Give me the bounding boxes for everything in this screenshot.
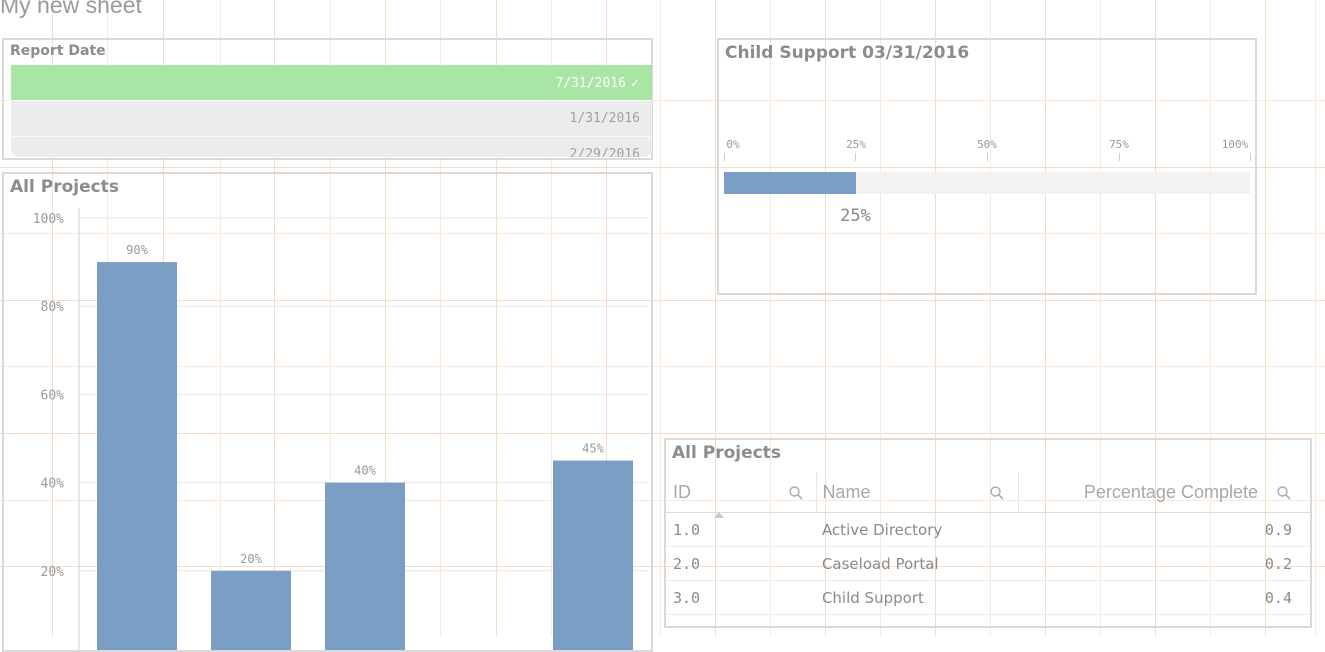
bar-data-label: 20%: [240, 552, 262, 566]
cell-id: 3.0: [666, 580, 817, 615]
kpi-tick-label: 100%: [1221, 138, 1249, 151]
column-header-percentage[interactable]: Percentage Complete: [1017, 472, 1310, 513]
report-date-filter-pane: Report Date 7/31/2016 ✓ 1/31/2016 2/29/20…: [2, 38, 653, 160]
search-icon[interactable]: [989, 485, 1005, 501]
sort-ascending-icon[interactable]: [714, 512, 724, 518]
cell-percentage: 0.4: [1018, 580, 1310, 615]
filter-option-label: 7/31/2016: [555, 76, 626, 91]
kpi-gauge-track: [724, 172, 1250, 194]
bar-data-label: 40%: [354, 464, 376, 478]
column-header-name[interactable]: Name: [816, 472, 1019, 513]
search-icon[interactable]: [1276, 485, 1292, 501]
chart-title: All Projects: [10, 177, 119, 197]
table-row[interactable]: 2.0 Caseload Portal 0.2: [666, 546, 1310, 581]
cell-id: 2.0: [666, 546, 817, 581]
column-header-label: ID: [673, 481, 691, 502]
check-icon: ✓: [629, 76, 640, 90]
filter-list[interactable]: 7/31/2016 ✓ 1/31/2016 2/29/2016: [11, 65, 652, 157]
kpi-axis: 0% 25% 50% 75% 100%: [719, 138, 1255, 168]
cell-name: Active Directory: [816, 512, 1019, 547]
filter-option-selected[interactable]: 7/31/2016 ✓: [11, 65, 652, 101]
kpi-tick-label: 0%: [726, 138, 740, 151]
cell-percentage: 0.9: [1018, 512, 1310, 547]
filter-option-label: 1/31/2016: [569, 111, 640, 126]
table-header-row: ID Name Percentage Complete: [666, 472, 1310, 518]
cell-id: 1.0: [666, 512, 817, 547]
bar[interactable]: [325, 482, 405, 650]
y-tick-label: 60%: [41, 388, 65, 403]
projects-table-panel: All Projects ID Name Percentage Complete: [664, 438, 1312, 628]
bar-data-label: 90%: [126, 243, 148, 257]
y-tick-label: 20%: [41, 565, 65, 580]
bar-chart-panel[interactable]: All Projects 20% 40% 60% 80% 100% 90% 20% 40% 45…: [2, 172, 653, 652]
kpi-title: Child Support 03/31/2016: [725, 43, 970, 63]
cell-percentage: 0.2: [1018, 546, 1310, 581]
filter-option[interactable]: 2/29/2016: [11, 137, 652, 157]
projects-table: ID Name Percentage Complete 1.0 Active D…: [666, 472, 1310, 615]
sheet-title: My new sheet: [0, 0, 142, 18]
cell-name: Caseload Portal: [816, 546, 1019, 581]
search-icon[interactable]: [788, 485, 804, 501]
column-header-label: Percentage Complete: [1083, 481, 1258, 502]
y-tick-label: 100%: [33, 212, 64, 227]
kpi-value: 25%: [840, 206, 871, 226]
bar[interactable]: [211, 570, 291, 650]
cell-name: Child Support: [816, 580, 1019, 615]
filter-option[interactable]: 1/31/2016: [11, 101, 652, 137]
table-row[interactable]: 1.0 Active Directory 0.9: [666, 512, 1310, 547]
bar[interactable]: [97, 262, 177, 650]
y-tick-label: 40%: [41, 477, 65, 492]
kpi-tick-label: 50%: [977, 138, 997, 151]
bar-data-label: 45%: [582, 442, 604, 456]
kpi-gauge-panel[interactable]: Child Support 03/31/2016 0% 25% 50% 75% …: [717, 38, 1257, 295]
filter-option-label: 2/29/2016: [569, 147, 640, 157]
table-title: All Projects: [672, 443, 781, 463]
column-header-id[interactable]: ID: [666, 472, 817, 518]
table-row[interactable]: 3.0 Child Support 0.4: [666, 580, 1310, 615]
kpi-tick-label: 75%: [1109, 138, 1129, 151]
bar-chart: 20% 40% 60% 80% 100% 90% 20% 40% 45%: [33, 208, 649, 650]
y-tick-label: 80%: [41, 300, 65, 315]
column-header-label: Name: [822, 481, 871, 502]
kpi-gauge-fill: [724, 172, 856, 194]
bar[interactable]: [553, 460, 633, 650]
filter-pane-title: Report Date: [10, 43, 106, 59]
kpi-tick-label: 25%: [846, 138, 866, 151]
